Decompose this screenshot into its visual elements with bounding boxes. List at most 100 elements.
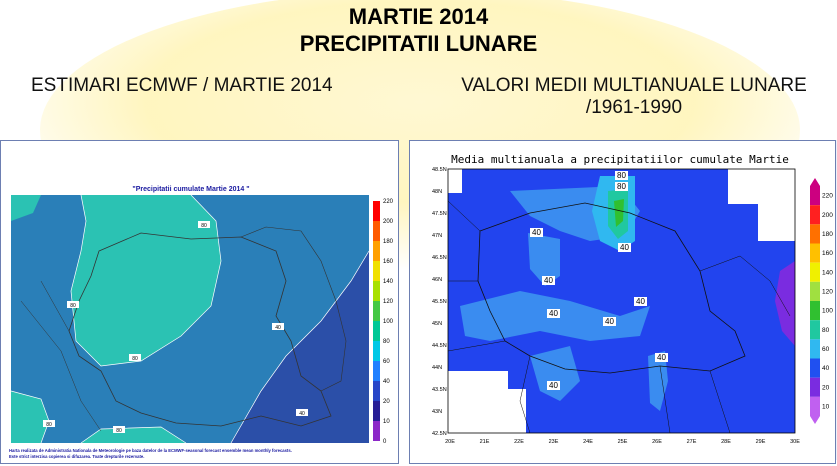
legend-tick-label: 160 (383, 259, 394, 265)
legend-swatch (810, 339, 820, 359)
legend-tick-label: 200 (383, 219, 394, 225)
left-map-field: 80 80 80 80 40 40 80 (10, 194, 370, 444)
legend-arrow-top (810, 178, 820, 186)
right-contour-label: 40 (549, 309, 558, 318)
legend-swatch (373, 421, 380, 441)
longitude-tick-label: 29E (756, 439, 766, 445)
legend-swatch (373, 221, 380, 241)
legend-tick-label: 180 (822, 231, 833, 238)
legend-tick-label: 180 (383, 239, 394, 245)
latitude-tick-label: 48.5N (432, 167, 447, 173)
legend-tick-label: 100 (822, 308, 833, 315)
legend-tick-label: 140 (822, 269, 833, 276)
right-heading-line2: /1961-1990 (585, 97, 683, 118)
legend-swatch (373, 381, 380, 401)
right-map-latitude-ticks: 48.5N 48N 47.5N 47N 46.5N 46N 45.5N 45N 44.5N 44N… (432, 167, 447, 437)
right-map-legend: 220 200 180 160 140 120 100 80 60 40 20 10 (810, 178, 833, 424)
longitude-tick-label: 28E (721, 439, 731, 445)
ecmwf-forecast-map: "Precipitatii cumulate Martie 2014 " (1, 141, 398, 463)
latitude-tick-label: 45N (432, 321, 442, 327)
latitude-tick-label: 47.5N (432, 211, 447, 217)
latitude-tick-label: 44N (432, 365, 442, 371)
legend-tick-label: 60 (383, 359, 390, 365)
right-heading: VALORI MEDII MULTIANUALE LUNARE /1961-19… (449, 75, 819, 119)
legend-swatch (810, 358, 820, 378)
legend-tick-label: 140 (383, 279, 394, 285)
legend-swatch (373, 341, 380, 361)
right-contour-label: 80 (617, 182, 626, 191)
legend-swatch (373, 261, 380, 281)
longitude-tick-label: 26E (652, 439, 662, 445)
latitude-tick-label: 46N (432, 277, 442, 283)
left-contour-label: 80 (70, 303, 76, 309)
legend-swatch (373, 361, 380, 381)
legend-swatch (810, 186, 820, 206)
legend-tick-label: 20 (383, 399, 390, 405)
right-contour-label: 40 (544, 276, 553, 285)
right-contour-label: 40 (657, 353, 666, 362)
latitude-tick-label: 44.5N (432, 343, 447, 349)
right-map-title: Media multianuala a precipitatiilor cumu… (451, 153, 789, 166)
right-contour-label: 40 (605, 317, 614, 326)
left-contour-label: 40 (275, 325, 281, 331)
longitude-tick-label: 23E (549, 439, 559, 445)
ecmwf-forecast-map-panel: "Precipitatii cumulate Martie 2014 " (0, 140, 399, 464)
legend-tick-label: 220 (383, 199, 394, 205)
right-contour-label: 40 (532, 228, 541, 237)
latitude-tick-label: 45.5N (432, 299, 447, 305)
multiannual-mean-map-panel: Media multianuala a precipitatiilor cumu… (409, 140, 836, 464)
latitude-tick-label: 43N (432, 409, 442, 415)
right-heading-line1: VALORI MEDII MULTIANUALE LUNARE (461, 75, 807, 96)
left-contour-label: 80 (46, 422, 52, 428)
legend-tick-label: 10 (383, 419, 390, 425)
legend-tick-label: 10 (822, 403, 830, 410)
legend-tick-label: 60 (822, 346, 830, 353)
left-heading: ESTIMARI ECMWF / MARTIE 2014 (31, 75, 333, 96)
latitude-tick-label: 42.5N (432, 431, 447, 437)
legend-swatch (810, 396, 820, 416)
legend-tick-label: 20 (822, 384, 830, 391)
legend-tick-label: 80 (383, 339, 390, 345)
right-contour-label: 80 (617, 171, 626, 180)
legend-tick-label: 100 (383, 319, 394, 325)
legend-swatch (373, 241, 380, 261)
legend-tick-label: 160 (822, 250, 833, 257)
latitude-tick-label: 48N (432, 189, 442, 195)
longitude-tick-label: 30E (790, 439, 800, 445)
longitude-tick-label: 25E (618, 439, 628, 445)
legend-tick-label: 120 (383, 299, 394, 305)
right-map-longitude-ticks: 20E 21E 22E 23E 24E 25E 26E 27E 28E 29E 30E (445, 439, 800, 445)
left-map-footnote-line2: Este strict interzisa copierea si difuza… (9, 454, 144, 459)
page-title: MARTIE 2014 (348, 4, 489, 29)
left-map-title: "Precipitatii cumulate Martie 2014 " (132, 186, 249, 193)
legend-swatch (810, 205, 820, 225)
legend-swatch (810, 301, 820, 321)
right-contour-label: 40 (620, 243, 629, 252)
left-contour-label: 80 (132, 356, 138, 362)
latitude-tick-label: 43.5N (432, 387, 447, 393)
page-subtitle: PRECIPITATII LUNARE (299, 31, 538, 56)
legend-tick-label: 40 (822, 365, 830, 372)
legend-swatch (810, 281, 820, 301)
longitude-tick-label: 21E (480, 439, 490, 445)
legend-swatch (810, 224, 820, 244)
latitude-tick-label: 46.5N (432, 255, 447, 261)
legend-swatch (373, 301, 380, 321)
legend-tick-label: 80 (822, 327, 830, 334)
longitude-tick-label: 22E (514, 439, 524, 445)
right-contour-label: 40 (549, 381, 558, 390)
left-contour-label: 80 (201, 223, 207, 229)
latitude-tick-label: 47N (432, 233, 442, 239)
left-contour-label: 40 (299, 411, 305, 417)
longitude-tick-label: 27E (687, 439, 697, 445)
left-map-footnote-line1: Harta realizata de Administratia Nationa… (9, 448, 292, 453)
legend-swatch (373, 281, 380, 301)
legend-swatch (810, 377, 820, 397)
legend-swatch (810, 320, 820, 340)
legend-swatch (810, 243, 820, 263)
longitude-tick-label: 24E (583, 439, 593, 445)
legend-swatch (373, 401, 380, 421)
legend-swatch (373, 201, 380, 221)
right-contour-label: 40 (636, 297, 645, 306)
